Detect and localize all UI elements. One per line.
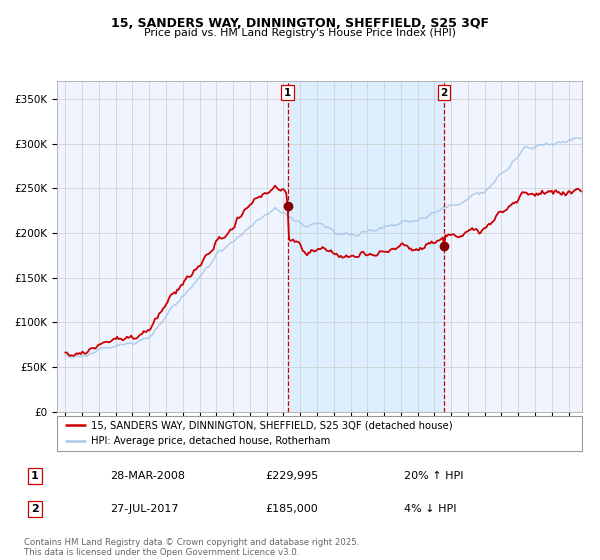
Text: 15, SANDERS WAY, DINNINGTON, SHEFFIELD, S25 3QF: 15, SANDERS WAY, DINNINGTON, SHEFFIELD, … (111, 17, 489, 30)
Text: 27-JUL-2017: 27-JUL-2017 (110, 504, 178, 514)
Text: 28-MAR-2008: 28-MAR-2008 (110, 471, 185, 481)
Text: Contains HM Land Registry data © Crown copyright and database right 2025.
This d: Contains HM Land Registry data © Crown c… (24, 538, 359, 557)
Text: HPI: Average price, detached house, Rotherham: HPI: Average price, detached house, Roth… (91, 436, 331, 446)
FancyBboxPatch shape (57, 416, 582, 451)
Text: 2: 2 (440, 88, 448, 98)
Text: 4% ↓ HPI: 4% ↓ HPI (404, 504, 456, 514)
Text: 20% ↑ HPI: 20% ↑ HPI (404, 471, 463, 481)
Text: Price paid vs. HM Land Registry's House Price Index (HPI): Price paid vs. HM Land Registry's House … (144, 28, 456, 38)
Text: 1: 1 (284, 88, 291, 98)
Text: 1: 1 (31, 471, 39, 481)
Text: 2: 2 (31, 504, 39, 514)
Text: 15, SANDERS WAY, DINNINGTON, SHEFFIELD, S25 3QF (detached house): 15, SANDERS WAY, DINNINGTON, SHEFFIELD, … (91, 421, 453, 431)
Bar (287, 81, 444, 412)
Text: £229,995: £229,995 (265, 471, 319, 481)
Text: £185,000: £185,000 (265, 504, 318, 514)
